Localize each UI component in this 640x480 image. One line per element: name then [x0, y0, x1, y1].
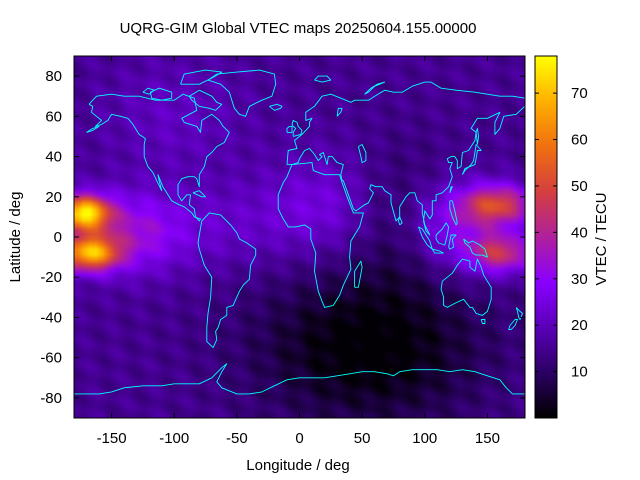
colorbar-gradient [534, 55, 558, 419]
coastline-australia [440, 258, 492, 316]
y-tick-label: 0 [54, 229, 62, 246]
colorbar-tick-label: 30 [571, 271, 588, 288]
x-tick-label: 150 [475, 430, 500, 447]
y-tick-label: -40 [40, 309, 62, 326]
coastline-nz-south [508, 319, 518, 330]
y-axis: -80 -60 -40 -20 0 20 40 60 80 [40, 68, 525, 407]
y-tick-label: -20 [40, 269, 62, 286]
coastline-uk [291, 119, 303, 137]
coastline-sulawesi [448, 234, 457, 250]
coastline-eurasia [286, 81, 526, 236]
y-tick-label: -80 [40, 390, 62, 407]
coastline-antarctica [73, 363, 526, 406]
coastline-borneo [435, 222, 450, 246]
colorbar-tick-label: 50 [571, 178, 588, 195]
x-tick-label: -50 [226, 430, 248, 447]
coastline-new-guinea [463, 238, 488, 258]
coastline-philippines [449, 200, 458, 226]
coastline-baffin [188, 89, 223, 111]
coastline-banks [142, 87, 155, 95]
coastline-ellesmere [180, 69, 223, 85]
coastline-novaya-zemlya [364, 81, 386, 95]
coastline-scandinavia-lake [336, 107, 343, 117]
coastline-sakhalin [475, 127, 480, 145]
coastline-taiwan [449, 186, 453, 193]
coastline-alaska-islands [86, 125, 100, 133]
colorbar-tick-label: 40 [571, 224, 588, 241]
coastline-madagascar [354, 260, 363, 288]
colorbar-ticks: 10 20 30 40 50 60 70 [535, 85, 588, 381]
x-tick-label: 100 [412, 430, 437, 447]
coastline-sri-lanka [398, 216, 403, 226]
colorbar-label: VTEC / TECU [593, 192, 610, 285]
coastline-south-america [197, 212, 257, 349]
coastline-iceland [269, 103, 283, 111]
colorbar-tick-label: 70 [571, 85, 588, 102]
y-tick-label: 20 [45, 189, 62, 206]
y-axis-label: Latitude / deg [7, 192, 24, 283]
x-tick-label: -100 [159, 430, 189, 447]
coastline-africa [277, 162, 364, 308]
x-axis-label: Longitude / deg [246, 457, 349, 474]
coastline-cuba [192, 190, 206, 198]
x-tick-label: -150 [97, 430, 127, 447]
chart-title: UQRG-GIM Global VTEC maps 20250604.155.0… [120, 20, 477, 37]
coastline-victoria [149, 87, 173, 101]
x-axis: -150 -100 -50 0 50 100 150 [97, 56, 500, 447]
y-tick-label: 40 [45, 149, 62, 166]
coastline-svalbard [314, 75, 332, 83]
map-plot-area [73, 55, 526, 419]
y-tick-label: 80 [45, 68, 62, 85]
y-tick-label: 60 [45, 108, 62, 125]
coastline-north-america [88, 93, 230, 222]
y-tick-label: -60 [40, 350, 62, 367]
coastline-ireland [286, 125, 293, 133]
coastline-japan [461, 144, 482, 175]
x-tick-label: 50 [354, 430, 371, 447]
coastline-caspian [357, 144, 367, 164]
coastline-tasmania [480, 319, 486, 324]
vtec-heatmap [74, 56, 525, 418]
colorbar-tick-label: 60 [571, 132, 588, 149]
colorbar-tick-label: 20 [571, 317, 588, 334]
coastline-java [431, 248, 445, 254]
x-tick-label: 0 [295, 430, 303, 447]
colorbar-tick-label: 10 [571, 364, 588, 381]
coastline-nz-north [515, 307, 523, 320]
coastline-overlay [73, 69, 526, 406]
colorbar: 10 20 30 40 50 60 70 VTEC / TECU [534, 55, 610, 419]
coastline-greenland [207, 69, 277, 117]
